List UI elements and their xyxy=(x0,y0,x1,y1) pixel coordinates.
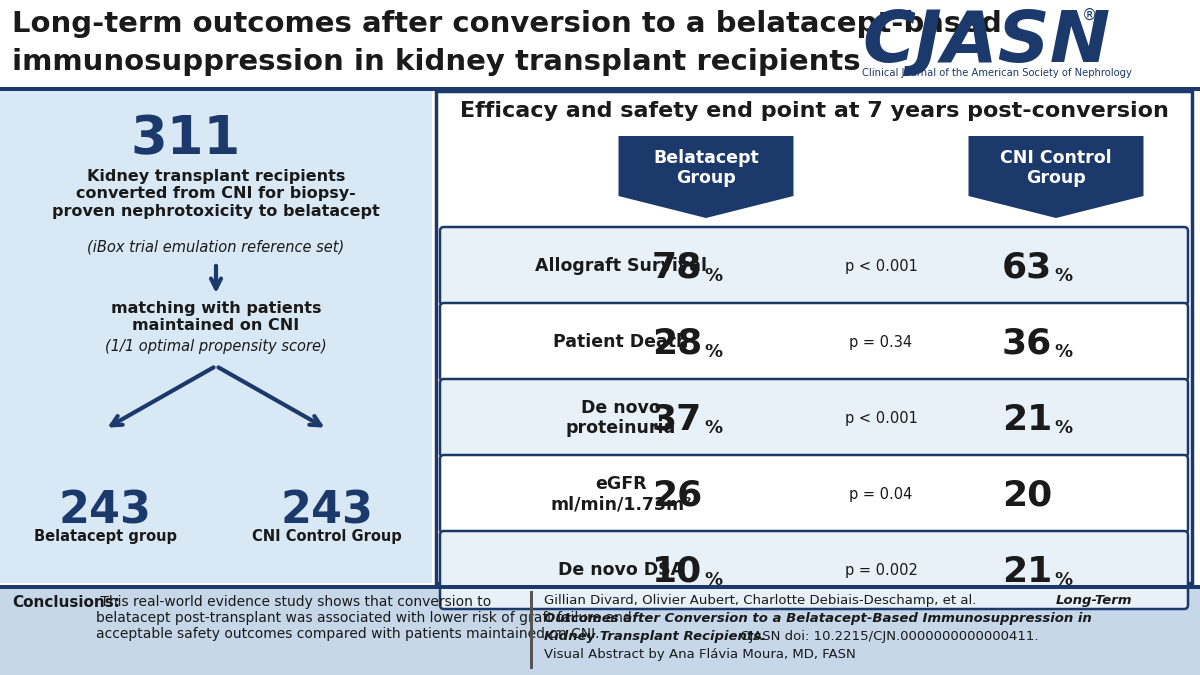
Text: Clinical Journal of the American Society of Nephrology: Clinical Journal of the American Society… xyxy=(862,68,1132,78)
Text: 36: 36 xyxy=(1002,327,1052,361)
Text: p < 0.001: p < 0.001 xyxy=(845,410,918,425)
Text: CNI Control Group: CNI Control Group xyxy=(252,529,402,544)
Text: Outcomes after Conversion to a Belatacept-Based Immunosuppression in: Outcomes after Conversion to a Belatacep… xyxy=(544,612,1092,625)
FancyBboxPatch shape xyxy=(440,455,1188,533)
Text: 78: 78 xyxy=(652,251,702,285)
Text: %: % xyxy=(1054,267,1072,285)
Text: 28: 28 xyxy=(652,327,702,361)
Text: CNI Control
Group: CNI Control Group xyxy=(1000,148,1112,188)
Text: Efficacy and safety end point at 7 years post-conversion: Efficacy and safety end point at 7 years… xyxy=(460,101,1169,121)
Text: 21: 21 xyxy=(1002,555,1052,589)
Text: 21: 21 xyxy=(1002,403,1052,437)
Text: Visual Abstract by Ana Flávia Moura, MD, FASN: Visual Abstract by Ana Flávia Moura, MD,… xyxy=(544,648,856,661)
Text: Long-term outcomes after conversion to a belatacept-based: Long-term outcomes after conversion to a… xyxy=(12,10,1002,38)
Text: %: % xyxy=(1054,343,1072,361)
Bar xyxy=(0,0,1200,90)
Text: 26: 26 xyxy=(652,479,702,513)
Text: De novo
proteinuria: De novo proteinuria xyxy=(566,399,676,437)
Bar xyxy=(436,91,1192,583)
Text: Patient Death: Patient Death xyxy=(553,333,689,351)
Text: 10: 10 xyxy=(652,555,702,589)
Bar xyxy=(0,585,1200,589)
Text: 243: 243 xyxy=(59,489,151,532)
Text: immunosuppression in kidney transplant recipients: immunosuppression in kidney transplant r… xyxy=(12,48,860,76)
Text: p < 0.001: p < 0.001 xyxy=(845,259,918,273)
Text: CJASN: CJASN xyxy=(862,8,1110,77)
Bar xyxy=(0,585,1200,675)
Text: Conclusions:: Conclusions: xyxy=(12,595,120,610)
Text: (iBox trial emulation reference set): (iBox trial emulation reference set) xyxy=(88,239,344,254)
FancyBboxPatch shape xyxy=(440,227,1188,305)
Polygon shape xyxy=(968,136,1144,218)
Text: Allograft Survival: Allograft Survival xyxy=(535,257,707,275)
Text: 243: 243 xyxy=(281,489,373,532)
Text: 20: 20 xyxy=(1002,479,1052,513)
Text: ®: ® xyxy=(1082,8,1097,23)
FancyBboxPatch shape xyxy=(440,531,1188,609)
Text: Long-Term: Long-Term xyxy=(1056,594,1133,607)
Text: Kidney transplant recipients
converted from CNI for biopsy-
proven nephrotoxicit: Kidney transplant recipients converted f… xyxy=(52,169,380,219)
Text: Belatacept
Group: Belatacept Group xyxy=(653,148,758,188)
Text: 37: 37 xyxy=(652,403,702,437)
Text: Kidney Transplant Recipients.: Kidney Transplant Recipients. xyxy=(544,630,766,643)
Text: p = 0.002: p = 0.002 xyxy=(845,562,918,578)
FancyBboxPatch shape xyxy=(440,303,1188,381)
Text: This real-world evidence study shows that conversion to
belatacept post-transpla: This real-world evidence study shows tha… xyxy=(96,595,631,641)
FancyBboxPatch shape xyxy=(440,379,1188,457)
Text: Belatacept group: Belatacept group xyxy=(34,529,176,544)
Text: 63: 63 xyxy=(1002,251,1052,285)
Text: p = 0.34: p = 0.34 xyxy=(850,335,912,350)
Text: p = 0.04: p = 0.04 xyxy=(850,487,913,502)
Text: %: % xyxy=(704,267,722,285)
Text: De novo DSA: De novo DSA xyxy=(558,561,684,579)
Text: %: % xyxy=(704,571,722,589)
Text: (1/1 optimal propensity score): (1/1 optimal propensity score) xyxy=(106,339,326,354)
Text: %: % xyxy=(1054,419,1072,437)
Text: %: % xyxy=(704,343,722,361)
Text: matching with patients
maintained on CNI: matching with patients maintained on CNI xyxy=(110,301,322,333)
Text: Gillian Divard, Olivier Aubert, Charlotte Debiais-Deschamp, et al.: Gillian Divard, Olivier Aubert, Charlott… xyxy=(544,594,980,607)
Text: CJASN doi: 10.2215/CJN.0000000000000411.: CJASN doi: 10.2215/CJN.0000000000000411. xyxy=(736,630,1038,643)
Text: 311: 311 xyxy=(131,113,241,165)
Text: %: % xyxy=(1054,571,1072,589)
Polygon shape xyxy=(618,136,793,218)
Bar xyxy=(0,87,1200,91)
Text: %: % xyxy=(704,419,722,437)
Bar xyxy=(530,591,533,669)
Bar xyxy=(0,91,432,583)
Text: eGFR
ml/min/1.73m²: eGFR ml/min/1.73m² xyxy=(550,475,692,514)
